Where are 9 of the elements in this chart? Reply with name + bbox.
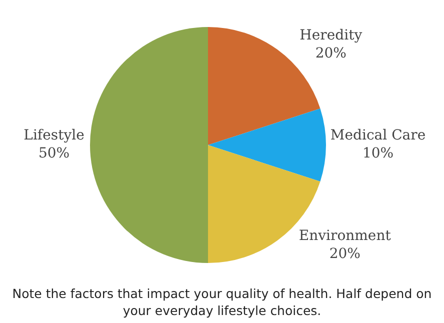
- data-label: 50%: [38, 146, 70, 162]
- slice-label: Medical Care: [330, 128, 426, 144]
- text: Note the factors that impact your quality of health. Half depend on your everyday lifestyle choices.: [11, 285, 433, 319]
- slice-label: Heredity: [300, 27, 362, 44]
- data-label: 20%: [315, 45, 346, 62]
- data-label: 10%: [362, 146, 394, 162]
- slice-label: Lifestyle: [24, 128, 84, 144]
- data-label: 20%: [329, 246, 360, 262]
- slice-label: Environment: [298, 228, 392, 244]
